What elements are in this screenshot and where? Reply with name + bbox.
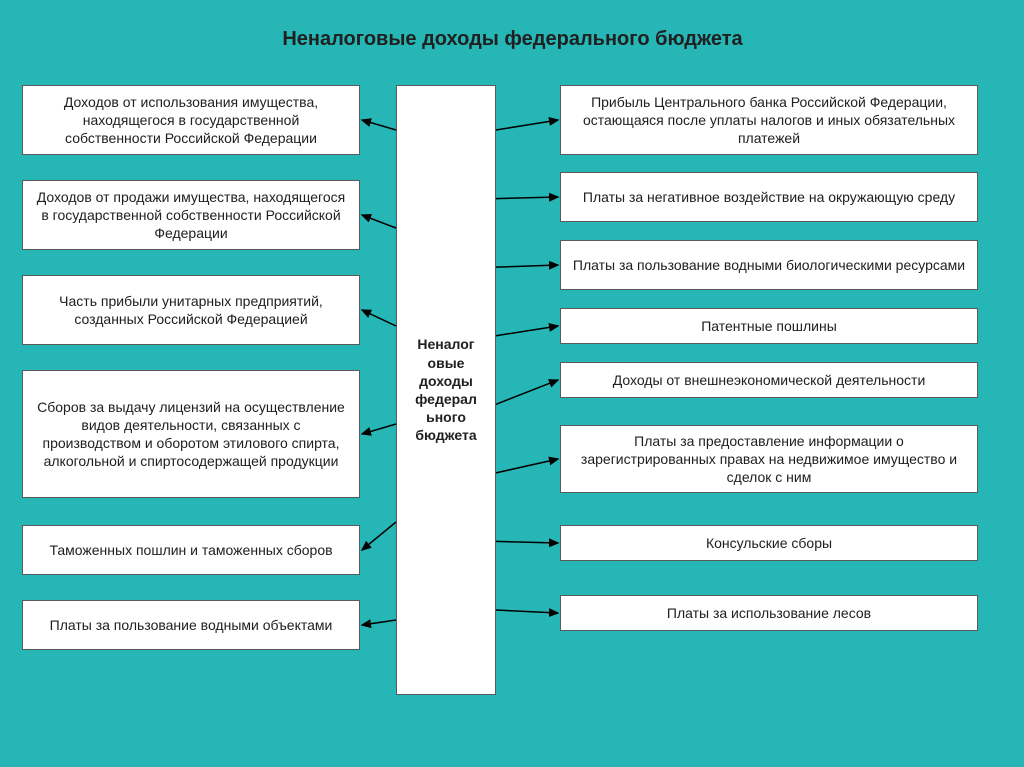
right-node: Платы за использование лесов bbox=[560, 595, 978, 631]
left-node: Платы за пользование водными объектами bbox=[22, 600, 360, 650]
left-node: Доходов от использования имущества, нахо… bbox=[22, 85, 360, 155]
center-node: Неналог овые доходы федерал ьного бюджет… bbox=[396, 85, 496, 695]
diagram-canvas: Неналоговые доходы федерального бюджета … bbox=[0, 0, 1024, 767]
right-node: Платы за пользование водными биологическ… bbox=[560, 240, 978, 290]
left-node: Часть прибыли унитарных предприятий, соз… bbox=[22, 275, 360, 345]
right-node: Прибыль Центрального банка Российской Фе… bbox=[560, 85, 978, 155]
right-node: Патентные пошлины bbox=[560, 308, 978, 344]
left-node: Таможенных пошлин и таможенных сборов bbox=[22, 525, 360, 575]
right-node: Доходы от внешнеэкономической деятельнос… bbox=[560, 362, 978, 398]
right-node: Платы за предоставление информации о зар… bbox=[560, 425, 978, 493]
right-node: Консульские сборы bbox=[560, 525, 978, 561]
left-node: Сборов за выдачу лицензий на осуществлен… bbox=[22, 370, 360, 498]
left-node: Доходов от продажи имущества, находящего… bbox=[22, 180, 360, 250]
right-node: Платы за негативное воздействие на окруж… bbox=[560, 172, 978, 222]
page-title: Неналоговые доходы федерального бюджета bbox=[185, 28, 840, 51]
